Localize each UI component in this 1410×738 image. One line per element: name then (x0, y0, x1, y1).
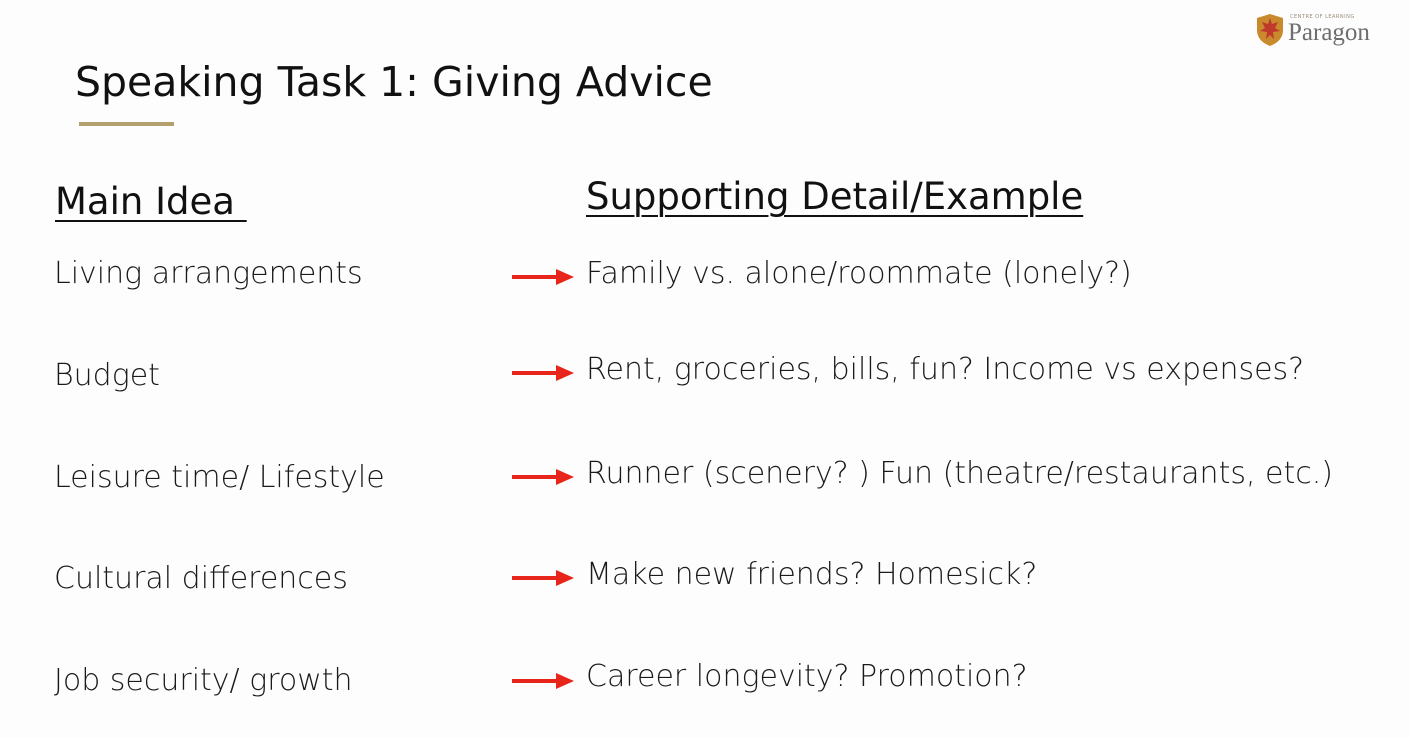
supporting-detail-2: Rent, groceries, bills, fun? Income vs e… (586, 352, 1305, 387)
logo-name: Paragon (1288, 19, 1370, 46)
arrow-right-icon (512, 469, 574, 485)
main-idea-1: Living arrangements (54, 256, 363, 291)
supporting-detail-5: Career longevity? Promotion? (586, 659, 1028, 694)
supporting-detail-3: Runner (scenery? ) Fun (theatre/restaura… (586, 456, 1333, 491)
arrow-right-icon (512, 269, 574, 285)
main-idea-4: Cultural differences (54, 561, 348, 596)
arrow-right-icon (512, 673, 574, 689)
logo-tagline: CENTRE OF LEARNING (1290, 14, 1355, 20)
main-idea-heading: Main Idea (55, 180, 247, 223)
slide-title: Speaking Task 1: Giving Advice (75, 58, 713, 106)
supporting-detail-1: Family vs. alone/roommate (lonely?) (586, 256, 1132, 291)
supporting-detail-heading: Supporting Detail/Example (586, 175, 1084, 218)
main-idea-3: Leisure time/ Lifestyle (54, 460, 385, 495)
shield-icon (1257, 14, 1283, 46)
paragon-logo: CENTRE OF LEARNING Paragon (1254, 8, 1394, 50)
title-underline (79, 122, 174, 126)
arrow-right-icon (512, 570, 574, 586)
main-idea-2: Budget (54, 358, 160, 393)
main-idea-5: Job security/ growth (54, 663, 353, 698)
supporting-detail-4: Make new friends? Homesick? (586, 557, 1038, 592)
arrow-right-icon (512, 365, 574, 381)
